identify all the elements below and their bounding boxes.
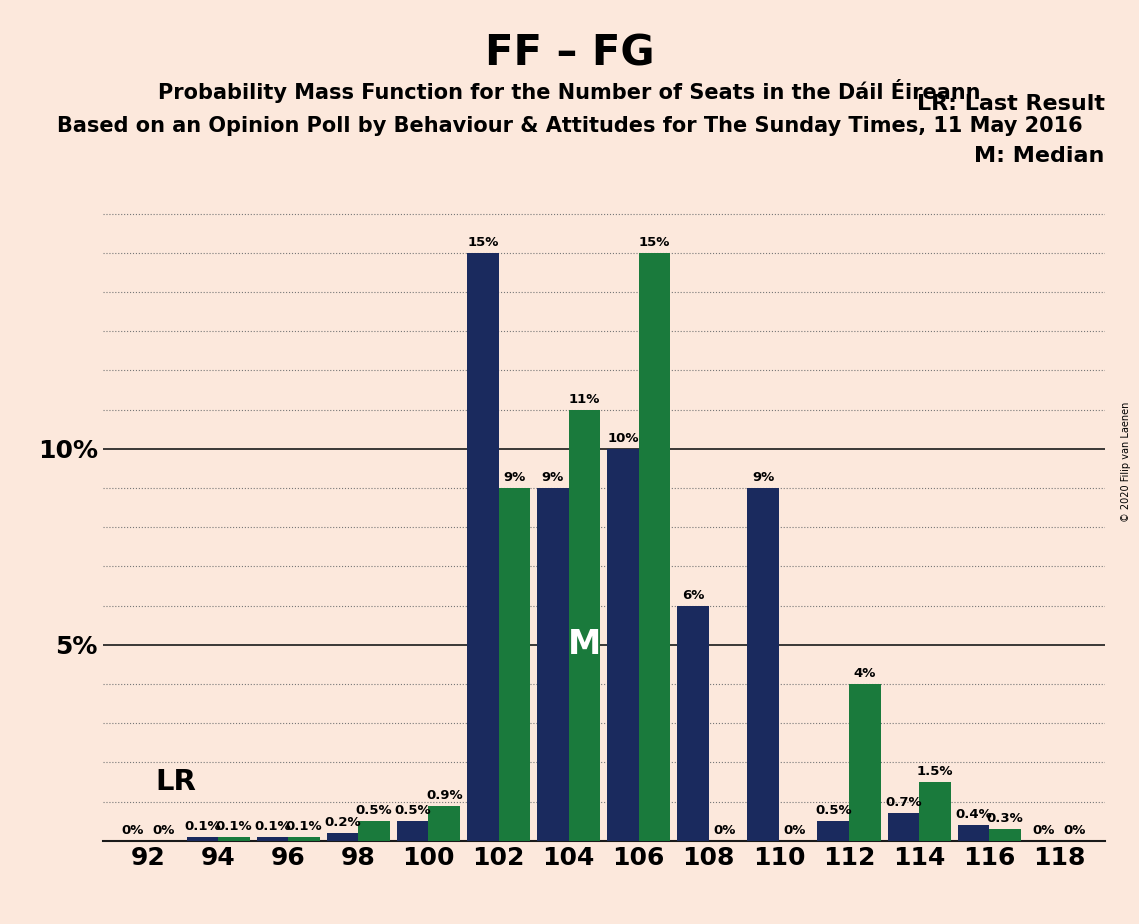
- Text: 6%: 6%: [682, 589, 704, 602]
- Bar: [639, 253, 670, 841]
- Bar: [288, 837, 320, 841]
- Bar: [919, 782, 951, 841]
- Bar: [887, 813, 919, 841]
- Text: 15%: 15%: [639, 236, 670, 249]
- Bar: [538, 488, 568, 841]
- Bar: [989, 829, 1021, 841]
- Text: 0%: 0%: [713, 824, 736, 837]
- Text: 0.3%: 0.3%: [986, 812, 1023, 825]
- Text: M: M: [567, 628, 601, 662]
- Bar: [219, 837, 249, 841]
- Bar: [678, 605, 708, 841]
- Text: 0%: 0%: [1032, 824, 1055, 837]
- Bar: [747, 488, 779, 841]
- Bar: [327, 833, 359, 841]
- Text: 4%: 4%: [853, 667, 876, 680]
- Text: 0.1%: 0.1%: [254, 820, 290, 833]
- Text: 0.1%: 0.1%: [185, 820, 221, 833]
- Text: 0%: 0%: [1064, 824, 1087, 837]
- Bar: [396, 821, 428, 841]
- Text: 9%: 9%: [503, 471, 525, 484]
- Text: FF – FG: FF – FG: [485, 32, 654, 74]
- Text: 0.7%: 0.7%: [885, 796, 921, 809]
- Bar: [187, 837, 219, 841]
- Bar: [958, 825, 989, 841]
- Text: 0.2%: 0.2%: [325, 816, 361, 829]
- Text: M: Median: M: Median: [975, 145, 1105, 165]
- Bar: [818, 821, 849, 841]
- Bar: [428, 806, 460, 841]
- Text: 10%: 10%: [607, 432, 639, 445]
- Text: Based on an Opinion Poll by Behaviour & Attitudes for The Sunday Times, 11 May 2: Based on an Opinion Poll by Behaviour & …: [57, 116, 1082, 136]
- Text: 15%: 15%: [467, 236, 499, 249]
- Text: © 2020 Filip van Laenen: © 2020 Filip van Laenen: [1121, 402, 1131, 522]
- Text: 0.1%: 0.1%: [286, 820, 322, 833]
- Bar: [607, 449, 639, 841]
- Bar: [499, 488, 530, 841]
- Text: 1.5%: 1.5%: [917, 765, 953, 778]
- Text: 0%: 0%: [121, 824, 144, 837]
- Bar: [359, 821, 390, 841]
- Bar: [568, 409, 600, 841]
- Text: 0.9%: 0.9%: [426, 789, 462, 802]
- Text: 0.5%: 0.5%: [814, 804, 852, 818]
- Bar: [256, 837, 288, 841]
- Text: LR: Last Result: LR: Last Result: [917, 93, 1105, 114]
- Text: 0.4%: 0.4%: [954, 808, 992, 821]
- Bar: [467, 253, 499, 841]
- Text: 9%: 9%: [542, 471, 564, 484]
- Text: Probability Mass Function for the Number of Seats in the Dáil Éireann: Probability Mass Function for the Number…: [158, 79, 981, 103]
- Text: 0.5%: 0.5%: [355, 804, 393, 818]
- Text: 0%: 0%: [153, 824, 175, 837]
- Text: 0%: 0%: [784, 824, 806, 837]
- Bar: [849, 684, 880, 841]
- Text: LR: LR: [155, 768, 196, 796]
- Text: 0.1%: 0.1%: [215, 820, 252, 833]
- Text: 9%: 9%: [752, 471, 775, 484]
- Text: 11%: 11%: [568, 393, 600, 406]
- Text: 0.5%: 0.5%: [394, 804, 431, 818]
